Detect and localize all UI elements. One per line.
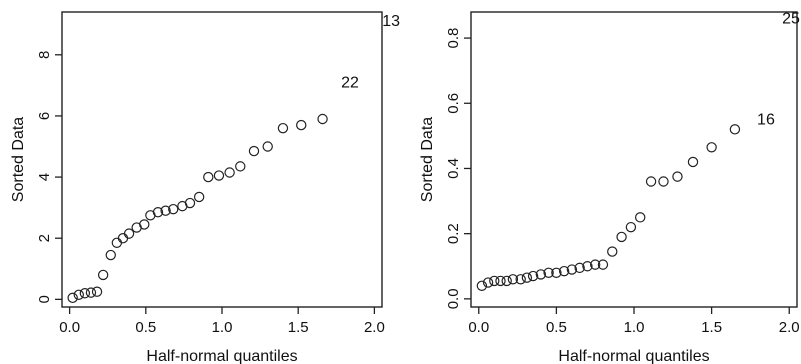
data-point [248,145,260,157]
right-scatter-panel: 0.0 0.5 1.0 1.5 2.0 0.0 0.2 0.4 0.6 0.8 Half-norma… [419,11,800,364]
x-axis-title: Half-normal quantiles [558,348,709,364]
data-point [607,246,618,257]
data-point [729,124,741,135]
x-tick-label: 0.5 [135,319,156,336]
data-point [117,233,129,244]
data-point [551,267,562,278]
data-point [168,203,179,215]
x-tick-label: 2.0 [364,319,385,336]
y-tick-label: 0 [36,295,53,303]
data-point [203,171,214,183]
x-tick-label: 1.5 [701,319,722,336]
data-point [193,191,205,203]
data-point [224,167,235,178]
point-label: 13 [382,13,400,30]
data-point [482,277,494,288]
data-point [645,176,657,187]
plot-frame [61,11,383,308]
x-tick-label: 1.0 [624,319,645,336]
plot-frame [470,11,798,308]
data-point [597,259,609,270]
data-point [152,207,164,218]
x-tick-label: 1.0 [212,319,233,336]
data-point [160,205,171,216]
data-point [515,274,526,285]
y-tick-label: 0.6 [445,93,462,114]
point-label: 16 [757,112,775,129]
y-tick-label: 0.0 [445,288,462,309]
data-point [501,275,512,287]
x-tick-label: 0.0 [468,319,489,336]
y-tick-label: 4 [36,173,53,181]
data-point [73,289,84,300]
data-point [91,286,103,297]
data-point [543,267,554,278]
y-tick-label: 0.4 [445,158,462,179]
x-axis-title: Half-normal quantiles [146,348,297,364]
data-point [558,265,570,277]
data-point [235,161,246,172]
data-point [111,237,123,249]
x-tick-label: 0.0 [59,319,80,336]
y-tick-label: 2 [36,234,53,242]
data-point [672,171,683,182]
x-tick-label: 0.5 [546,319,567,336]
data-point [123,228,135,239]
data-point [213,170,225,181]
data-point [687,156,699,168]
data-point [507,274,519,285]
data-point [184,197,196,209]
data-point [625,221,637,233]
y-tick-label: 0.8 [445,28,462,49]
data-point [589,259,601,270]
data-point [296,119,307,131]
point-label: 22 [341,74,359,91]
point-label: 25 [782,11,800,28]
data-point [521,272,533,283]
data-point [105,249,116,261]
data-point [616,231,627,243]
data-point [476,280,488,292]
left-scatter-panel: 0.0 0.5 1.0 1.5 2.0 0 2 4 6 8 Half-normal quantile… [10,11,400,364]
x-tick-label: 2.0 [779,319,800,336]
y-axis-title: Sorted Data [10,117,27,202]
x-tick-label: 1.5 [288,319,309,336]
data-point [566,264,578,275]
data-point [706,142,717,153]
data-point [79,288,91,299]
data-point [277,122,289,134]
y-tick-label: 8 [36,51,53,59]
y-axis-title: Sorted Data [419,117,436,202]
y-tick-label: 0.2 [445,223,462,244]
data-point [262,141,273,152]
data-point [495,275,506,287]
data-point [635,212,646,223]
data-point [85,287,97,298]
data-point [535,269,547,280]
data-point [139,219,150,230]
data-point [97,269,109,281]
data-point [582,261,593,272]
data-point [67,292,78,304]
y-tick-label: 6 [36,112,53,120]
data-point [317,113,328,125]
data-point [527,270,539,282]
data-point [489,275,500,287]
data-point [658,176,669,187]
data-point [574,262,585,274]
